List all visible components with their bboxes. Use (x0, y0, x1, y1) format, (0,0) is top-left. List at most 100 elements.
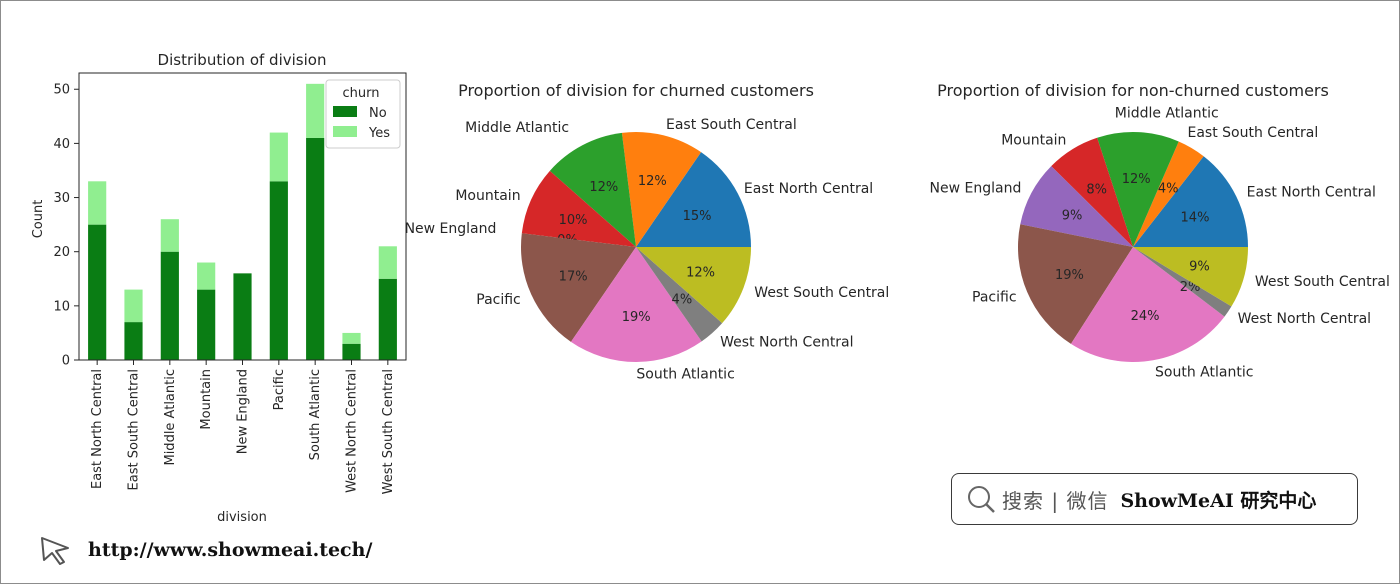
pie2-label-4: New England (930, 181, 1022, 197)
legend-label-yes: Yes (368, 126, 390, 141)
pie2-label-2: Middle Atlantic (1115, 106, 1219, 122)
pie2-slice-4 (1020, 166, 1133, 247)
pie2-label-3: Mountain (1001, 132, 1066, 148)
legend-label-no: No (369, 106, 387, 121)
x-tick-label-7: West North Central (345, 369, 360, 493)
pie1-slice-5 (521, 233, 636, 342)
x-tick-label-1: East South Central (127, 369, 142, 490)
footer-url-link[interactable]: http://www.showmeai.tech/ (88, 539, 373, 561)
bar-no-4 (233, 273, 252, 360)
bar-yes-2 (160, 219, 179, 252)
cursor-arrow-icon (41, 537, 69, 565)
pie1-label-1: East South Central (666, 117, 797, 133)
pie1-slice-8 (636, 247, 751, 324)
x-axis-label: division (217, 510, 267, 525)
bar-chart-title: Distribution of division (158, 51, 327, 69)
pie2-slice-1 (1133, 141, 1204, 247)
y-axis-label: Count (31, 200, 46, 239)
brand-badge: 搜索 | 微信 ShowMeAI 研究中心 (951, 473, 1358, 525)
pie2-slice-7 (1133, 247, 1232, 317)
pie1-slice-6 (570, 247, 702, 363)
pie1-label-6: South Atlantic (636, 366, 734, 382)
pie2-slice-6 (1070, 247, 1225, 362)
pie1-label-3: Mountain (455, 188, 520, 204)
bar-axes-frame (78, 72, 407, 361)
y-tick-label-2: 20 (53, 245, 70, 260)
pie2-slice-8 (1133, 247, 1248, 307)
y-tick-label-0: 0 (62, 354, 70, 369)
y-tick-label-5: 50 (53, 83, 70, 98)
pie1-label-8: West South Central (754, 285, 889, 301)
footer: http://www.showmeai.tech/ (38, 532, 372, 568)
y-tick-label-4: 40 (53, 137, 70, 152)
y-tick-label-1: 10 (53, 299, 70, 314)
pie1-pct-0: 15% (683, 209, 712, 224)
pie2-pct-3: 8% (1086, 182, 1107, 197)
pie-churned-title: Proportion of division for churned custo… (458, 81, 814, 100)
pie1-slice-7 (636, 247, 723, 342)
pie-nonchurned-title: Proportion of division for non-churned c… (937, 81, 1329, 100)
brand-search-text: 搜索 | 微信 (1002, 488, 1109, 513)
pie1-label-2: Middle Atlantic (465, 120, 569, 136)
pie2-slice-0 (1133, 156, 1248, 247)
brand-name: ShowMeAI 研究中心 (1120, 489, 1317, 512)
bar-yes-6 (306, 83, 325, 138)
pie2-pct-6: 24% (1131, 309, 1160, 324)
pie-churned: 15% East North Central 12% East South Centr… (405, 117, 890, 382)
pie2-pct-8: 9% (1189, 260, 1210, 275)
pie2-pct-2: 12% (1122, 172, 1151, 187)
pie1-slice-3 (521, 170, 636, 247)
bar-no-7 (342, 343, 361, 360)
pie1-pct-5: 17% (559, 269, 588, 284)
bar-chart-plot: East North Central East South Central Midd… (53, 72, 407, 494)
bar-no-1 (124, 322, 143, 360)
bar-yes-8 (378, 246, 397, 279)
pie2-pct-4: 9% (1062, 209, 1083, 224)
x-tick-label-5: Pacific (272, 369, 287, 410)
pie2-pct-5: 19% (1055, 268, 1084, 283)
bar-yes-0 (88, 181, 107, 225)
pie1-pct-2: 12% (589, 180, 618, 195)
pie-nonchurned: 14% East North Central 4% East South Centra… (930, 106, 1390, 381)
pie2-slice-2 (1097, 131, 1179, 247)
pie1-slice-0 (636, 152, 751, 247)
bar-yes-7 (342, 332, 361, 344)
x-tick-label-8: West South Central (381, 369, 396, 494)
y-tick-label-3: 30 (53, 191, 70, 206)
pie1-label-7: West North Central (720, 335, 853, 351)
x-tick-label-0: East North Central (90, 369, 105, 489)
bar-legend: churn No Yes (325, 79, 401, 149)
bar-no-0 (88, 224, 107, 360)
bar-no-5 (269, 181, 288, 360)
bar-yes-3 (197, 262, 216, 290)
legend-swatch-no (333, 106, 357, 117)
legend-swatch-yes (333, 126, 357, 137)
bar-no-8 (378, 278, 397, 360)
x-tick-label-6: South Atlantic (308, 369, 323, 460)
pie1-label-0: East North Central (744, 181, 873, 197)
pie2-label-8: West South Central (1255, 274, 1390, 290)
pie1-pct-7: 4% (672, 293, 693, 308)
pie1-slice-1 (621, 132, 702, 247)
pie1-pct-6: 19% (622, 310, 651, 325)
pie2-slice-5 (1018, 224, 1133, 344)
bar-no-2 (160, 251, 179, 360)
x-tick-label-3: Mountain (199, 369, 214, 430)
pie1-pct-1: 12% (638, 174, 667, 189)
x-tick-label-2: Middle Atlantic (163, 369, 178, 466)
pie2-label-0: East North Central (1247, 184, 1376, 200)
pie2-label-5: Pacific (972, 289, 1017, 305)
bar-no-6 (306, 137, 325, 360)
pie2-pct-0: 14% (1181, 211, 1210, 226)
bar-no-3 (197, 289, 216, 360)
search-icon (968, 486, 995, 513)
pie1-pct-3: 10% (559, 213, 588, 228)
pie1-label-5: Pacific (476, 292, 521, 308)
pie1-label-4: New England (405, 221, 497, 237)
x-tick-label-4: New England (236, 369, 251, 454)
pie2-label-1: East South Central (1188, 125, 1319, 141)
legend-title: churn (343, 86, 380, 101)
bar-yes-5 (269, 132, 288, 182)
pie2-label-6: South Atlantic (1155, 365, 1253, 381)
